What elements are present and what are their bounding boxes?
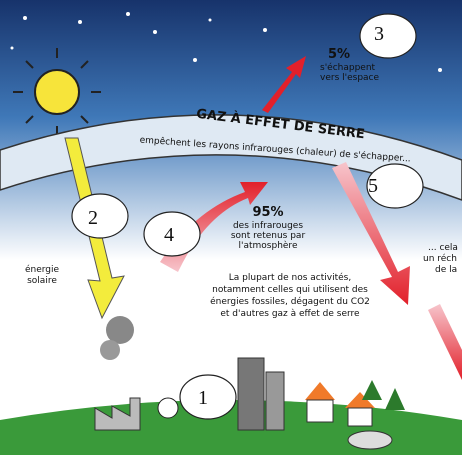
cut-line: de la (435, 265, 457, 275)
marker-label: 1 (198, 387, 208, 409)
illustration: GAZ À EFFET DE SERRE empêchent les rayon… (0, 0, 462, 455)
retained-line: l'atmosphère (239, 240, 298, 251)
activities-line: notamment celles qui utilisent des (212, 285, 368, 295)
marker-label: 4 (164, 224, 174, 246)
retained-line: des infrarouges (233, 221, 303, 231)
activities-line: La plupart de nos activités, (229, 272, 351, 283)
retained-percent: 95% (252, 205, 283, 220)
page: GAZ À EFFET DE SERRE empêchent les rayon… (0, 0, 462, 455)
marker-label: 2 (88, 207, 98, 229)
cut-line: un réch (423, 253, 457, 264)
solar-line: énergie (25, 264, 60, 275)
escape-percent: 5% (328, 47, 350, 62)
activities-line: énergies fossiles, dégagent du CO2 (210, 296, 370, 307)
marker-label: 5 (368, 175, 378, 197)
solar-line: solaire (27, 276, 57, 286)
down-arrow-2 (428, 304, 462, 380)
escape-line: s'échappent (320, 62, 376, 73)
escape-line: vers l'espace (320, 73, 379, 83)
marker-label: 3 (374, 23, 384, 45)
retained-line: sont retenus par (231, 231, 306, 241)
activities-line: et d'autres gaz à effet de serre (220, 309, 360, 319)
cut-line: ... cela (428, 243, 458, 253)
